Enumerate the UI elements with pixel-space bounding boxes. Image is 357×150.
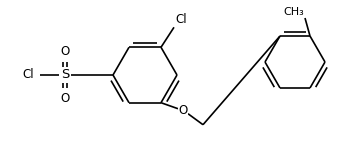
Text: Cl: Cl — [175, 13, 187, 26]
Text: CH₃: CH₃ — [283, 7, 304, 17]
Text: O: O — [178, 104, 188, 117]
Text: O: O — [60, 45, 70, 58]
Text: O: O — [60, 92, 70, 105]
Text: Cl: Cl — [22, 69, 34, 81]
Text: S: S — [61, 69, 69, 81]
